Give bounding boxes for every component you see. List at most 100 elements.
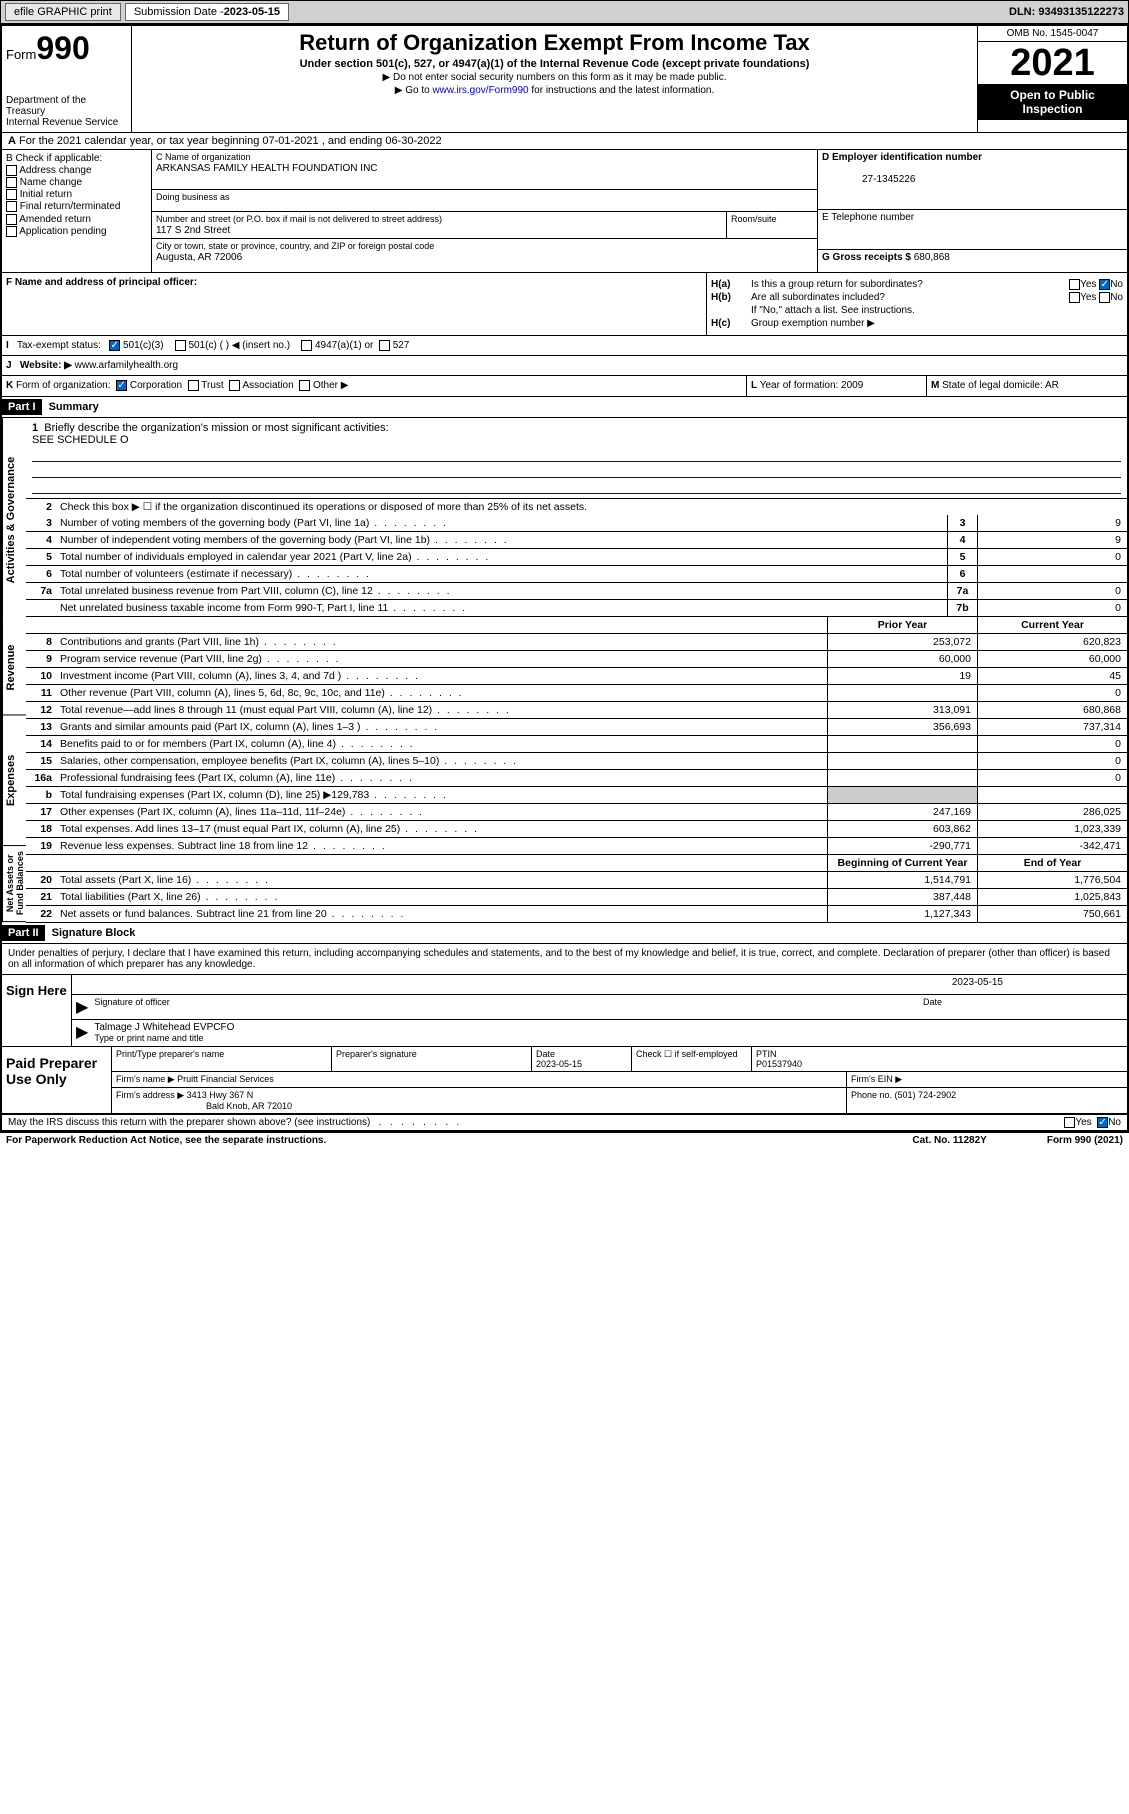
paperwork-footer: For Paperwork Reduction Act Notice, see … bbox=[0, 1133, 1129, 1148]
title-center: Return of Organization Exempt From Incom… bbox=[132, 26, 977, 132]
line2-num: 2 bbox=[26, 499, 56, 515]
checkbox-corporation[interactable] bbox=[116, 380, 127, 391]
current-value: 0 bbox=[977, 736, 1127, 752]
row-num: 9 bbox=[26, 651, 56, 667]
current-value: 0 bbox=[977, 685, 1127, 701]
col-d: D Employer identification number 27-1345… bbox=[817, 150, 1127, 272]
prior-value: 1,514,791 bbox=[827, 872, 977, 888]
checkbox-amended[interactable] bbox=[6, 214, 17, 225]
current-value: 0 bbox=[977, 753, 1127, 769]
city-box: City or town, state or province, country… bbox=[152, 239, 817, 265]
current-value bbox=[977, 787, 1127, 803]
current-value: 60,000 bbox=[977, 651, 1127, 667]
end-year-header: End of Year bbox=[977, 855, 1127, 871]
checkbox-527[interactable] bbox=[379, 340, 390, 351]
firm-phone-label: Phone no. bbox=[851, 1090, 895, 1100]
privacy-note: ▶ Do not enter social security numbers o… bbox=[140, 72, 969, 83]
checkbox-final-return[interactable] bbox=[6, 201, 17, 212]
street-box: Number and street (or P.O. box if mail i… bbox=[152, 212, 727, 238]
firm-addr2: Bald Knob, AR 72010 bbox=[206, 1101, 292, 1111]
prep-date-label: Date bbox=[536, 1049, 555, 1059]
ptin-value: P01537940 bbox=[756, 1059, 802, 1069]
row-box: 7a bbox=[947, 583, 977, 599]
summary-row: 16a Professional fundraising fees (Part … bbox=[26, 770, 1127, 787]
row-desc: Revenue less expenses. Subtract line 18 … bbox=[56, 838, 827, 854]
current-value: 1,776,504 bbox=[977, 872, 1127, 888]
hb-no-checkbox[interactable] bbox=[1099, 292, 1110, 303]
ha-no-checkbox[interactable] bbox=[1099, 279, 1110, 290]
discuss-yes-checkbox[interactable] bbox=[1064, 1117, 1075, 1128]
current-value: 286,025 bbox=[977, 804, 1127, 820]
sign-here-row: Sign Here 2023-05-15 ▶ Signature of offi… bbox=[2, 975, 1127, 1047]
checkbox-initial-return[interactable] bbox=[6, 189, 17, 200]
checkbox-address-change[interactable] bbox=[6, 165, 17, 176]
checkbox-trust[interactable] bbox=[188, 380, 199, 391]
row-desc: Professional fundraising fees (Part IX, … bbox=[56, 770, 827, 786]
checkbox-name-change[interactable] bbox=[6, 177, 17, 188]
mission-label: Briefly describe the organization's miss… bbox=[44, 422, 388, 434]
summary-row: 22 Net assets or fund balances. Subtract… bbox=[26, 906, 1127, 923]
row-box: 3 bbox=[947, 515, 977, 531]
prior-value: 356,693 bbox=[827, 719, 977, 735]
efile-print-button[interactable]: efile GRAPHIC print bbox=[5, 3, 121, 21]
row-num: 19 bbox=[26, 838, 56, 854]
b-label: B Check if applicable: bbox=[6, 153, 147, 164]
checkbox-501c[interactable] bbox=[175, 340, 186, 351]
col-c: C Name of organization ARKANSAS FAMILY H… bbox=[152, 150, 817, 272]
current-value: 1,023,339 bbox=[977, 821, 1127, 837]
opt-other: Other ▶ bbox=[313, 381, 348, 392]
irs-link[interactable]: www.irs.gov/Form990 bbox=[432, 85, 528, 96]
opt-trust: Trust bbox=[201, 381, 223, 392]
row-box: 7b bbox=[947, 600, 977, 616]
summary-row: Net unrelated business taxable income fr… bbox=[26, 600, 1127, 617]
prior-value: -290,771 bbox=[827, 838, 977, 854]
phone-label: E Telephone number bbox=[822, 212, 914, 223]
ha-label: H(a) bbox=[711, 279, 751, 290]
part1-title: Summary bbox=[49, 401, 99, 413]
form-number-box: Form990 Department of the Treasury Inter… bbox=[2, 26, 132, 132]
row-desc: Benefits paid to or for members (Part IX… bbox=[56, 736, 827, 752]
dln: DLN: 93493135122273 bbox=[1009, 6, 1124, 18]
summary-row: 9 Program service revenue (Part VIII, li… bbox=[26, 651, 1127, 668]
checkbox-4947[interactable] bbox=[301, 340, 312, 351]
ptin-label: PTIN bbox=[756, 1049, 777, 1059]
hc-text: Group exemption number ▶ bbox=[751, 318, 1123, 329]
ein-label: D Employer identification number bbox=[822, 152, 982, 163]
discuss-text: May the IRS discuss this return with the… bbox=[8, 1117, 1064, 1128]
sig-date-value: 2023-05-15 bbox=[952, 977, 1003, 992]
omb-number: OMB No. 1545-0047 bbox=[978, 26, 1127, 42]
checkbox-association[interactable] bbox=[229, 380, 240, 391]
discuss-no-checkbox[interactable] bbox=[1097, 1117, 1108, 1128]
row-desc: Total fundraising expenses (Part IX, col… bbox=[56, 787, 827, 803]
state-domicile: State of legal domicile: AR bbox=[942, 380, 1059, 391]
row-desc: Total number of individuals employed in … bbox=[56, 549, 947, 565]
row-desc: Total unrelated business revenue from Pa… bbox=[56, 583, 947, 599]
checkbox-other[interactable] bbox=[299, 380, 310, 391]
row-num: 4 bbox=[26, 532, 56, 548]
prior-value bbox=[827, 770, 977, 786]
signature-block: Under penalties of perjury, I declare th… bbox=[2, 944, 1127, 1131]
row-num: 11 bbox=[26, 685, 56, 701]
checkbox-application-pending[interactable] bbox=[6, 226, 17, 237]
row-i: I Tax-exempt status: 501(c)(3) 501(c) ( … bbox=[2, 336, 1127, 356]
form-990: Form990 Department of the Treasury Inter… bbox=[0, 24, 1129, 1133]
room-box: Room/suite bbox=[727, 212, 817, 238]
ha-yes-checkbox[interactable] bbox=[1069, 279, 1080, 290]
row-value bbox=[977, 566, 1127, 582]
checkbox-501c3[interactable] bbox=[109, 340, 120, 351]
form-number: 990 bbox=[36, 30, 89, 66]
row-desc: Net unrelated business taxable income fr… bbox=[56, 600, 947, 616]
row-num: 17 bbox=[26, 804, 56, 820]
line-2: 2 Check this box ▶ ☐ if the organization… bbox=[26, 499, 1127, 515]
summary-row: 7a Total unrelated business revenue from… bbox=[26, 583, 1127, 600]
prior-value bbox=[827, 736, 977, 752]
opt-name-change: Name change bbox=[20, 177, 82, 188]
submission-date-box: Submission Date - 2023-05-15 bbox=[125, 3, 289, 21]
form-no-footer: Form 990 (2021) bbox=[1047, 1135, 1123, 1146]
website-value: www.arfamilyhealth.org bbox=[75, 360, 178, 371]
row-desc: Total liabilities (Part X, line 26) bbox=[56, 889, 827, 905]
row-num: 10 bbox=[26, 668, 56, 684]
row-desc: Grants and similar amounts paid (Part IX… bbox=[56, 719, 827, 735]
hb-yes-checkbox[interactable] bbox=[1069, 292, 1080, 303]
row-desc: Number of voting members of the governin… bbox=[56, 515, 947, 531]
